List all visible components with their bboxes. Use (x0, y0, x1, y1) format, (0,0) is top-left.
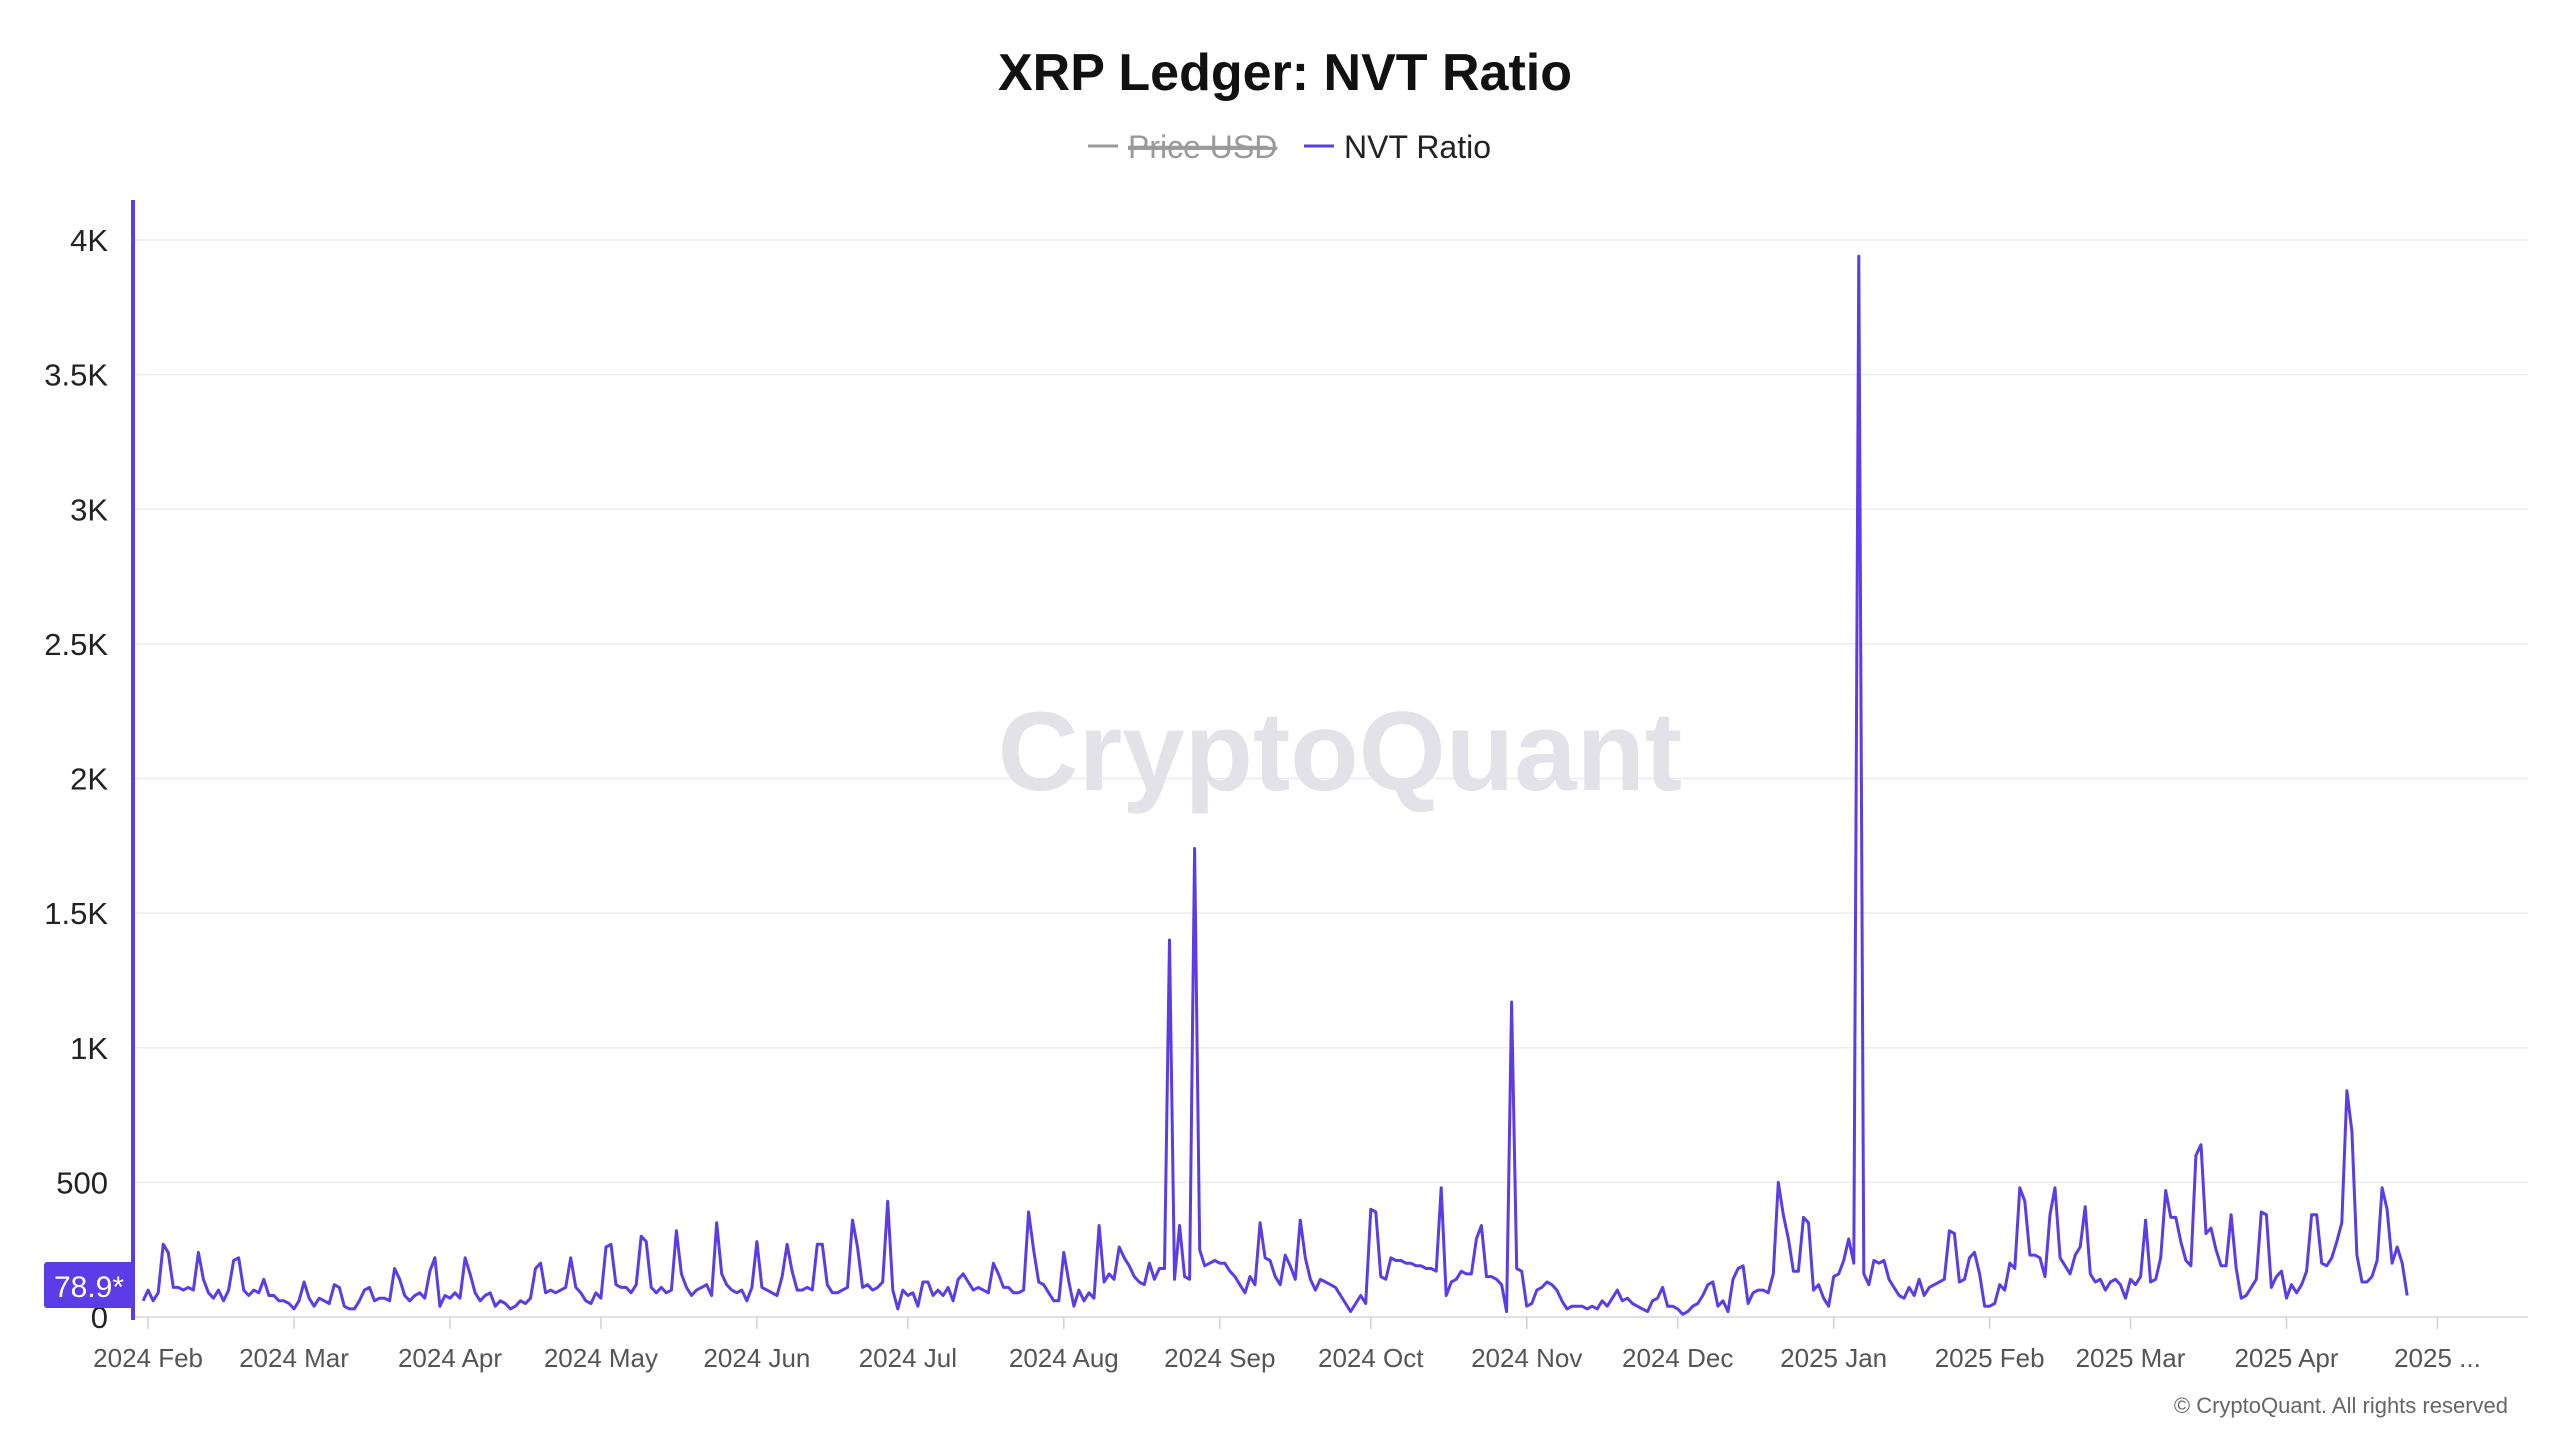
y-tick-label: 2K (70, 762, 108, 797)
x-tick-label: 2025 ... (2394, 1343, 2481, 1373)
x-tick-label: 2024 Jun (703, 1343, 810, 1373)
legend: Price USD NVT Ratio (1088, 129, 1491, 165)
y-tick-label: 3K (70, 492, 108, 527)
y-tick-label: 4K (70, 223, 108, 258)
x-tick-label: 2024 May (544, 1343, 658, 1373)
x-tick-label: 2024 Jul (859, 1343, 957, 1373)
x-tick-label: 2025 Mar (2076, 1343, 2186, 1373)
y-tick-label: 1K (70, 1031, 108, 1066)
x-tick-label: 2024 Feb (93, 1343, 203, 1373)
chart-title: XRP Ledger: NVT Ratio (998, 44, 1572, 102)
legend-item-nvt-ratio[interactable]: NVT Ratio (1304, 129, 1491, 165)
grid-layer (133, 239, 2528, 1318)
x-tick-label: 2024 Oct (1318, 1343, 1424, 1373)
nvt-ratio-series-line[interactable] (141, 254, 2409, 1316)
y-tick-label: 500 (56, 1165, 108, 1200)
legend-label-nvt-ratio: NVT Ratio (1344, 129, 1491, 165)
x-tick-label: 2024 Dec (1622, 1343, 1733, 1373)
y-tick-label: 2.5K (44, 627, 108, 662)
x-tick-label: 2025 Jan (1780, 1343, 1887, 1373)
x-tick-label: 2024 Aug (1009, 1343, 1119, 1373)
current-value-badge-bg (44, 1262, 135, 1308)
x-tick-label: 2024 Apr (398, 1343, 502, 1373)
x-tick-label: 2025 Apr (2234, 1343, 2338, 1373)
legend-item-price-usd[interactable]: Price USD (1088, 129, 1277, 165)
x-tick-label: 2024 Nov (1471, 1343, 1582, 1373)
x-axis: 2024 Feb 2024 Mar 2024 Apr 2024 May 2024 Jun… (93, 1317, 2481, 1373)
x-tick-label: 2024 Mar (239, 1343, 349, 1373)
y-axis: 0 500 1K 1.5K 2K 2.5K 3K 3.5K 4K (44, 223, 108, 1335)
copyright-notice: © CryptoQuant. All rights reserved (2174, 1393, 2508, 1418)
x-tick-label: 2025 Feb (1935, 1343, 2045, 1373)
x-tick-label: 2024 Sep (1164, 1343, 1275, 1373)
current-value-badge: 78.9* (44, 1262, 135, 1308)
y-tick-label: 1.5K (44, 896, 108, 931)
y-tick-label: 3.5K (44, 358, 108, 393)
watermark: CryptoQuant (998, 689, 1682, 814)
current-value-badge-text: 78.9* (54, 1271, 124, 1304)
y-tick-label: 0 (91, 1300, 108, 1335)
